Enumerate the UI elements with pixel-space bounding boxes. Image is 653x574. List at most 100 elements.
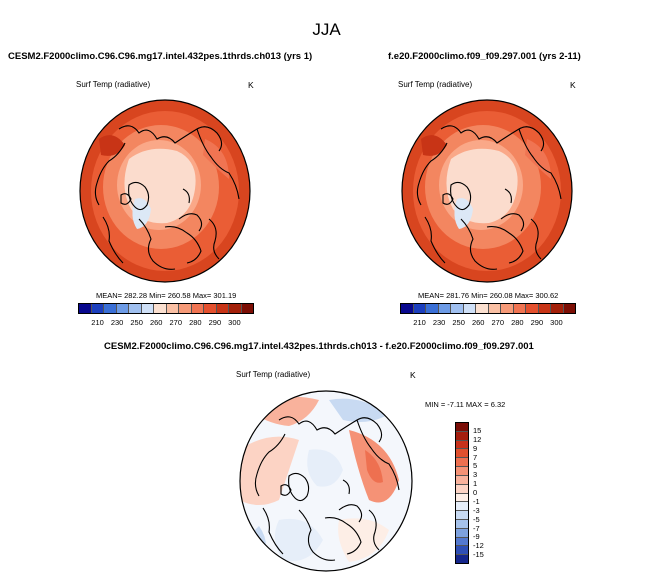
colorbar-tick-label: 280 <box>189 318 202 327</box>
colorbar-cell <box>79 304 92 313</box>
colorbar-cell <box>456 423 468 432</box>
asia-warm-field <box>421 135 447 156</box>
panel1-units-label: K <box>248 80 254 90</box>
colorbar-cell <box>526 304 539 313</box>
panel2-colorbar-ticks: 210 230 250 260 270 280 290 300 <box>400 318 576 328</box>
colorbar-cell <box>456 475 468 485</box>
panel2-case-title: f.e20.F2000climo.f09_f09.297.001 (yrs 2-… <box>388 51 581 62</box>
colorbar-cell <box>241 304 253 313</box>
panel1-stats: MEAN= 282.28 Min= 260.58 Max= 301.19 <box>96 291 237 300</box>
panel2-variable-label: Surf Temp (radiative) <box>398 80 473 89</box>
colorbar-cell <box>166 304 179 313</box>
colorbar-tick-label: -15 <box>473 550 484 560</box>
colorbar-tick-label: 7 <box>473 452 478 462</box>
colorbar-cell <box>538 304 551 313</box>
panel2-colorbar <box>400 303 576 314</box>
coastlines <box>416 125 562 270</box>
coastlines <box>254 416 400 561</box>
diff-field-warm-core <box>365 450 383 483</box>
colorbar-cell <box>154 304 167 313</box>
colorbar-cell <box>456 431 468 441</box>
colorbar-tick-label: -7 <box>473 523 480 533</box>
colorbar-cell <box>129 304 142 313</box>
colorbar-tick-label: 5 <box>473 461 478 471</box>
colorbar-tick-label: 250 <box>130 318 143 327</box>
colorbar-cell <box>488 304 501 313</box>
colorbar-cell <box>438 304 451 313</box>
colorbar-tick-label: 12 <box>473 434 482 444</box>
colorbar-tick-label: 3 <box>473 470 478 480</box>
map-boundary <box>239 390 413 572</box>
panel3-colorbar-ticks: 15 12 9 7 5 3 1 0 -1 -3 -5 -7 -9 -12 -15 <box>473 422 497 564</box>
panel3-polar-map <box>239 390 413 572</box>
colorbar-tick-label: -1 <box>473 496 480 506</box>
colorbar-tick-label: 1 <box>473 479 478 489</box>
panel1-colorbar-ticks: 210 230 250 260 270 280 290 300 <box>78 318 254 328</box>
diff-field-warm <box>240 436 299 505</box>
colorbar-cell <box>191 304 204 313</box>
panel3-colorbar <box>455 422 469 564</box>
panel3-variable-label: Surf Temp (radiative) <box>236 370 311 379</box>
colorbar-cell <box>229 304 242 313</box>
colorbar-tick-label: 260 <box>471 318 485 327</box>
colorbar-tick-label: 260 <box>149 318 163 327</box>
colorbar-tick-label: 230 <box>110 318 124 327</box>
colorbar-tick-label: -12 <box>473 541 484 551</box>
colorbar-cell <box>456 467 468 476</box>
colorbar-cell <box>456 537 468 547</box>
panel1-case-title: CESM2.F2000climo.C96.C96.mg17.intel.432p… <box>8 51 313 62</box>
colorbar-tick-label: 230 <box>432 318 446 327</box>
colorbar-cell <box>476 304 489 313</box>
panel3-case-title: CESM2.F2000climo.C96.C96.mg17.intel.432p… <box>104 341 534 352</box>
colorbar-cell <box>456 546 468 556</box>
colorbar-cell <box>179 304 192 313</box>
diff-field-neutral <box>338 518 389 562</box>
asia-warm-field <box>99 135 125 156</box>
colorbar-cell <box>456 528 468 538</box>
diff-field-cool <box>329 398 389 422</box>
colorbar-cell <box>413 304 426 313</box>
colorbar-cell <box>426 304 439 313</box>
map-boundary <box>401 99 573 283</box>
colorbar-cell <box>141 304 154 313</box>
colorbar-cell <box>456 555 468 563</box>
panel2-polar-map <box>401 99 573 283</box>
colorbar-tick-label: -3 <box>473 505 480 515</box>
colorbar-tick-label: 280 <box>511 318 524 327</box>
colorbar-cell <box>563 304 575 313</box>
figure-title: JJA <box>312 20 341 39</box>
panel3-stats: MIN = -7.11 MAX = 6.32 <box>425 400 506 409</box>
colorbar-cell <box>401 304 414 313</box>
colorbar-tick-label: 290 <box>208 318 222 327</box>
colorbar-cell <box>456 519 468 529</box>
colorbar-tick-label: 290 <box>530 318 544 327</box>
colorbar-cell <box>204 304 217 313</box>
colorbar-cell <box>456 484 468 494</box>
panel2-units-label: K <box>570 80 576 90</box>
diff-field-cool <box>307 449 343 487</box>
colorbar-cell <box>456 511 468 520</box>
panel1-polar-map <box>79 99 251 283</box>
colorbar-cell <box>456 458 468 468</box>
colorbar-cell <box>551 304 564 313</box>
colorbar-tick-label: 210 <box>91 318 104 327</box>
colorbar-tick-label: 0 <box>473 488 478 497</box>
panel2-stats: MEAN= 281.76 Min= 260.08 Max= 300.62 <box>418 291 559 300</box>
colorbar-tick-label: 210 <box>413 318 426 327</box>
coastlines <box>94 125 240 270</box>
colorbar-tick-label: 270 <box>491 318 505 327</box>
colorbar-cell <box>456 440 468 450</box>
colorbar-tick-label: 300 <box>550 318 563 327</box>
panel3-units-label: K <box>410 370 416 380</box>
colorbar-tick-label: -5 <box>473 514 480 524</box>
colorbar-cell <box>501 304 514 313</box>
colorbar-tick-label: 270 <box>169 318 183 327</box>
colorbar-cell <box>216 304 229 313</box>
colorbar-cell <box>456 493 468 503</box>
panel1-variable-label: Surf Temp (radiative) <box>76 80 151 89</box>
colorbar-cell <box>104 304 117 313</box>
colorbar-cell <box>513 304 526 313</box>
colorbar-cell <box>116 304 129 313</box>
colorbar-cell <box>451 304 464 313</box>
colorbar-cell <box>463 304 476 313</box>
